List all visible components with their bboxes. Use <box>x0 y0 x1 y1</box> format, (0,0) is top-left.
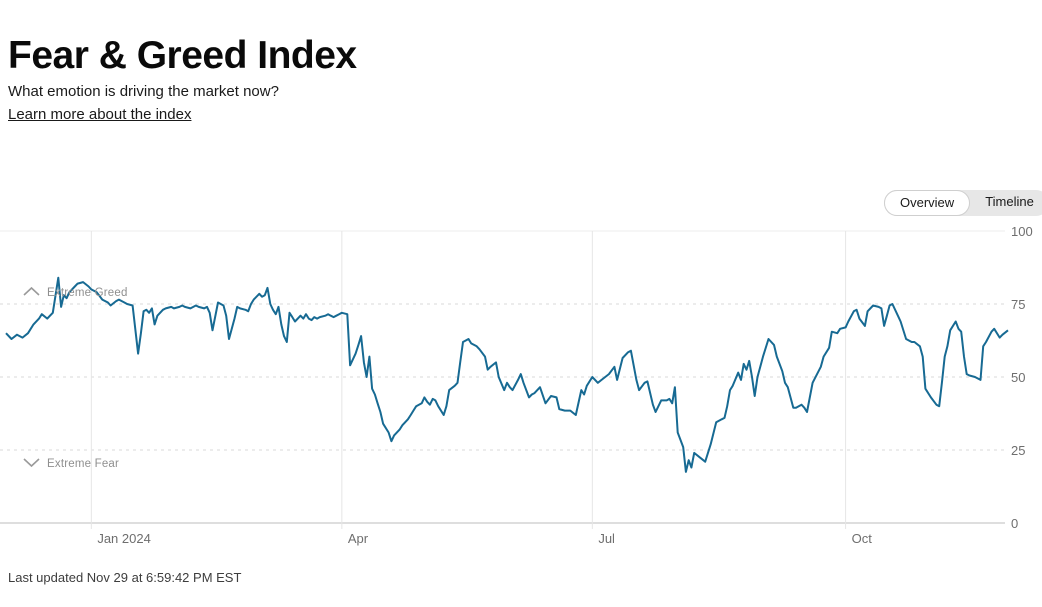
y-axis-tick-label: 0 <box>1011 516 1019 531</box>
page-subtitle: What emotion is driving the market now? <box>8 83 279 100</box>
learn-more-link[interactable]: Learn more about the index <box>8 106 192 123</box>
toggle-timeline-button[interactable]: Timeline <box>985 194 1034 209</box>
page-title: Fear & Greed Index <box>8 34 357 78</box>
y-axis-tick-label: 25 <box>1011 443 1026 458</box>
last-updated-text: Last updated Nov 29 at 6:59:42 PM EST <box>8 570 242 585</box>
fear-greed-line <box>5 276 1009 473</box>
toggle-overview-button[interactable]: Overview <box>884 190 971 216</box>
y-axis-tick-label: 50 <box>1011 370 1026 385</box>
y-axis-tick-label: 75 <box>1011 297 1026 312</box>
extreme-greed-label: Extreme Greed <box>47 287 128 299</box>
extreme-fear-label: Extreme Fear <box>47 458 120 470</box>
x-axis-tick-label: Oct <box>851 531 872 546</box>
chart-hover-area[interactable] <box>0 231 1008 523</box>
chevron-down-icon <box>23 458 40 468</box>
x-axis-tick-label: Apr <box>347 531 369 546</box>
view-toggle: Overview Timeline <box>884 190 1042 216</box>
x-axis-tick-label: Jul <box>598 531 615 546</box>
y-axis-tick-label: 100 <box>1011 224 1033 239</box>
x-axis-tick-label: Jan 2024 <box>97 531 151 546</box>
chevron-up-icon <box>23 286 40 296</box>
